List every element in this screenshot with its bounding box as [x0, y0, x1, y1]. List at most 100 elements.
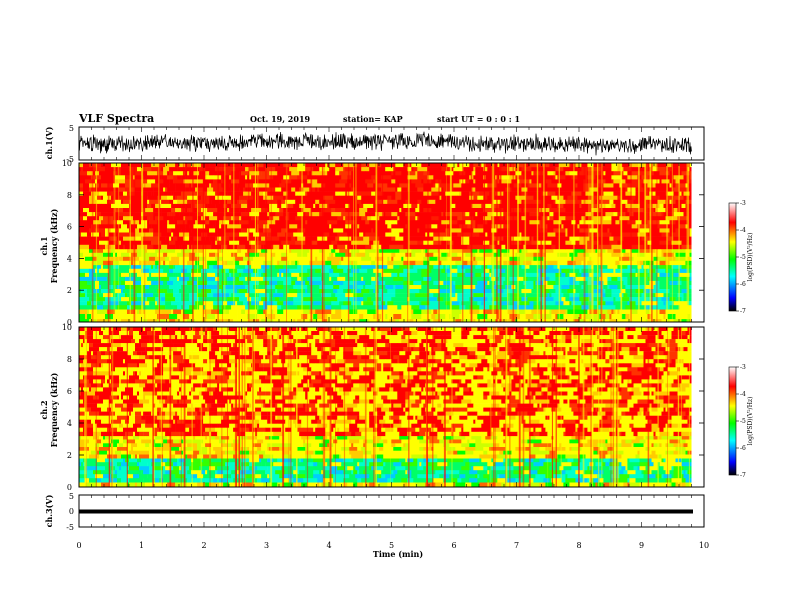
- ch1-spectrogram-cell: [303, 297, 314, 302]
- ch1-spectrogram-cell: [307, 179, 318, 184]
- ch1-spectrogram-cell: [387, 195, 392, 201]
- ch1-spectrogram-cell: [297, 163, 306, 168]
- ch1-spectrogram-cell: [601, 183, 604, 188]
- ch2-spectrogram-cell: [89, 482, 96, 488]
- ch2-spectrogram-cell: [681, 458, 692, 463]
- ch1-spectrogram-cell: [475, 220, 484, 225]
- ch1-spectrogram-cell: [605, 167, 612, 172]
- ch1-spectrogram-cell: [461, 264, 472, 270]
- ch1-spectrogram-cell: [679, 305, 686, 310]
- ch1-spectrogram-cell: [529, 175, 532, 180]
- ch1-spectrogram-cell: [393, 285, 396, 290]
- ch2-spectrogram-cell: [337, 466, 346, 471]
- ch1-spectrogram-cell: [353, 167, 356, 172]
- ch1-spectrogram-cell: [275, 285, 284, 290]
- ch1-spectrogram-cell: [91, 256, 94, 262]
- ch1-spectrogram-cell: [459, 301, 462, 306]
- ch2-spectrogram-cell: [407, 470, 412, 475]
- ch1-spectrogram-cell: [435, 179, 442, 184]
- ch1-spectrogram-cell: [161, 248, 166, 254]
- ch2-spectrogram-cell: [431, 466, 442, 471]
- ch1-spectrogram-cell: [337, 220, 346, 225]
- ch1-spectrogram-cell: [355, 228, 366, 233]
- ch1-spectrogram-cell: [487, 260, 492, 266]
- ch1-spectrogram-cell: [157, 264, 160, 270]
- ch1-spectrogram-cell: [363, 232, 366, 237]
- ch1-spectrogram-cell: [263, 309, 266, 315]
- ch1-spectrogram-cell: [123, 244, 126, 250]
- ch2-spectrogram-cell: [215, 462, 226, 467]
- ch1-spectrogram-cell: [153, 228, 160, 233]
- ch1-spectrogram-cell: [463, 272, 466, 278]
- ch1-spectrogram-cell: [425, 191, 432, 196]
- ch1-spectrogram-cell: [631, 224, 638, 229]
- ch1-spectrogram-cell: [89, 272, 94, 278]
- ch1-spectrogram-cell: [157, 280, 164, 286]
- ch1-spectrogram-cell: [443, 171, 446, 176]
- ch1-spectrogram-cell: [617, 276, 628, 282]
- ch1-spectrogram-cell: [499, 276, 506, 282]
- ch1-spectrogram-cell: [83, 183, 90, 188]
- ch1-spectrogram-cell: [663, 216, 666, 221]
- ch1-spectrogram-cell: [547, 216, 550, 221]
- ch1-spectrogram-cell: [141, 236, 150, 241]
- ch1-spectrogram-cell: [207, 232, 218, 237]
- ch1-spectrogram-cell: [561, 224, 564, 229]
- ch2-spectrogram-cell: [465, 474, 476, 479]
- ch1-spectrogram-cell: [565, 175, 572, 180]
- ch1-spectrogram-cell: [581, 199, 592, 205]
- ch1-spectrogram-cell: [441, 276, 446, 282]
- ch1-spectrogram-cell: [621, 199, 628, 205]
- ch1-spectrogram-cell: [301, 314, 308, 320]
- ch1-spectrogram-cell: [187, 280, 194, 286]
- ch2-spectrogram-cell: [685, 482, 690, 488]
- ch1-spectrogram-streak: [656, 163, 658, 322]
- ch1-spectrogram-cell: [415, 203, 418, 209]
- ch1-spectrogram-cell: [313, 305, 318, 310]
- ch2-spectrogram-cell: [223, 466, 230, 471]
- ch1-spectrogram-cell: [205, 224, 214, 229]
- ch1-spectrogram-cell: [169, 199, 174, 205]
- ch1-spectrogram-cell: [611, 305, 616, 310]
- ch1-spectrogram-cell: [561, 220, 568, 225]
- ch1-spectrogram-cell: [565, 191, 572, 196]
- ch2-spectrogram-cell: [341, 462, 350, 467]
- ch1-spectrogram-cell: [93, 167, 98, 172]
- ch1-spectrogram-cell: [211, 240, 216, 246]
- ch2-spectrogram-cell: [173, 466, 180, 471]
- ch2-spectrogram-cell: [513, 466, 524, 471]
- ch1-spectrogram-cell: [475, 212, 478, 217]
- ch2-spectrogram-cell: [179, 470, 188, 475]
- ch1-spectrogram-cell: [233, 212, 242, 217]
- ch1-spectrogram-cell: [169, 167, 178, 172]
- ch1-spectrogram-cell: [409, 289, 416, 294]
- ch1-spectrogram-cell: [131, 199, 142, 205]
- ch1-spectrogram-cell: [439, 171, 444, 176]
- ch1-spectrogram-cell: [319, 212, 324, 217]
- ch1-spectrogram-cell: [83, 187, 88, 192]
- ch1-spectrogram-cell: [387, 224, 392, 229]
- ch1-spectrogram-cell: [607, 260, 616, 266]
- ch1-spectrogram-cell: [261, 256, 272, 262]
- ch1-spectrogram-cell: [365, 171, 372, 176]
- ch1-spectrogram-cell: [357, 195, 362, 201]
- ch1-spectrogram-cell: [599, 240, 610, 246]
- ch1-spectrogram-cell: [353, 272, 360, 278]
- ch1-spectrogram-cell: [279, 208, 284, 213]
- ch1-spectrogram-cell: [161, 199, 170, 205]
- ch1-spectrogram-cell: [89, 224, 92, 229]
- ch2-spectrogram-cell: [443, 474, 450, 479]
- ch1-spectrogram-cell: [557, 252, 568, 258]
- ch2-spectrogram-cell: [313, 458, 324, 463]
- ch1-spectrogram-cell: [327, 187, 330, 192]
- ch1-spectrogram-cell: [79, 187, 84, 192]
- ch1-spectrogram-cell: [539, 220, 546, 225]
- ch2-spectrogram-cell: [417, 466, 424, 471]
- ch1-spectrogram-cell: [91, 232, 100, 237]
- ch1-spectrogram-cell: [433, 232, 440, 237]
- ch1-spectrogram-cell: [463, 167, 466, 172]
- ch1-spectrogram-cell: [537, 276, 540, 282]
- ch1-spectrogram-cell: [429, 260, 440, 266]
- ch2-spectrogram-cell: [133, 474, 140, 479]
- ch1-spectrogram-cell: [305, 236, 308, 241]
